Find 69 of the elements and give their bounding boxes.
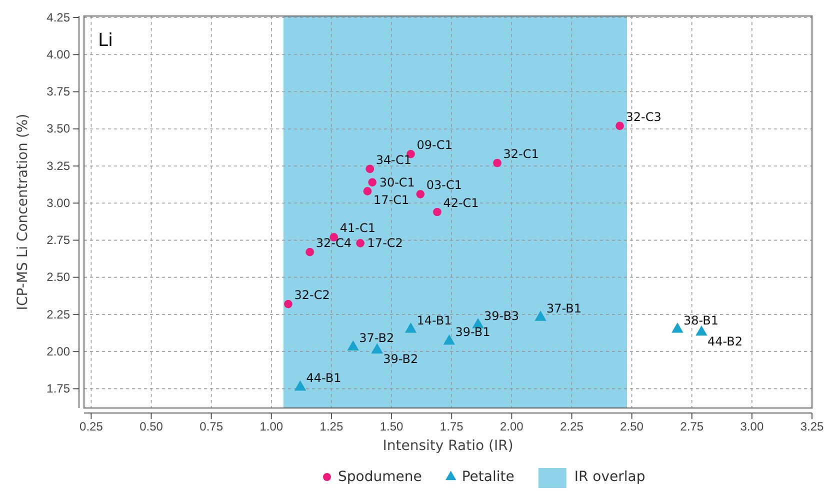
annotation: 17-C1 (374, 193, 410, 208)
x-tick-label: 1.25 (320, 420, 344, 434)
x-tick-label: 2.75 (680, 420, 704, 434)
legend-label: IR overlap (574, 469, 646, 485)
annotation: 39-B1 (455, 325, 490, 340)
y-tick-label: 2.50 (46, 270, 70, 284)
point (347, 340, 359, 351)
point (366, 164, 374, 174)
point (404, 322, 417, 333)
legend-label: Spodumene (338, 469, 422, 485)
y-axis-title: ICP-MS Li Concentration (%) (15, 114, 31, 310)
annotation: 39-B3 (484, 308, 520, 323)
x-tick-label: 3.25 (800, 420, 824, 434)
point (356, 239, 364, 248)
point (368, 178, 376, 186)
x-tick-label: 0.25 (80, 420, 104, 434)
annotation: 30-C1 (379, 175, 415, 190)
y-tick-label: 2.25 (46, 307, 70, 322)
x-axis-title: Intensity Ratio (IR) (382, 438, 514, 454)
annotation: 39-B2 (383, 352, 418, 366)
annotation: 44-B2 (707, 334, 743, 348)
annotation: 32-C3 (626, 110, 662, 124)
x-tick-label: 0.75 (200, 420, 224, 434)
annotation: 17-C2 (367, 236, 403, 250)
point (284, 300, 292, 308)
annotation: 37-B2 (359, 331, 394, 346)
point (433, 208, 442, 216)
y-tick-label: 4.25 (46, 10, 70, 24)
y-tick-label: 3.00 (46, 196, 70, 210)
x-tick-label: 2.25 (560, 420, 584, 434)
annotation: 32-C4 (316, 236, 352, 250)
annotation: 09-C1 (416, 138, 452, 152)
point (363, 187, 372, 196)
y-tick-label: 3.75 (46, 84, 70, 99)
annotation: 41-C1 (340, 221, 376, 236)
point (672, 322, 684, 333)
annotation: 42-C1 (443, 196, 479, 210)
annotation: 03-C1 (426, 178, 462, 192)
annotation: 32-C2 (294, 288, 330, 302)
x-tick-label: 3.00 (740, 420, 764, 434)
x-tick-label: 0.50 (140, 420, 164, 434)
point (616, 122, 624, 130)
y-tick-label: 3.25 (46, 158, 70, 173)
point (294, 380, 306, 391)
point (306, 248, 314, 256)
y-tick-label: 3.50 (46, 122, 70, 136)
annotation: 44-B1 (306, 371, 342, 386)
y-tick-label: 1.75 (46, 382, 70, 396)
annotation: 34-C1 (376, 152, 412, 167)
y-tick-label: 4.00 (46, 47, 70, 62)
point (493, 158, 502, 168)
annotation: 38-B1 (683, 313, 718, 328)
point (443, 334, 456, 345)
point (534, 310, 546, 321)
annotation: Li (98, 30, 114, 51)
point (696, 325, 708, 336)
x-tick-label: 2.00 (500, 420, 524, 434)
legend-label: Petalite (462, 469, 514, 485)
annotation: 32-C1 (503, 147, 539, 161)
x-tick-label: 1.50 (380, 420, 404, 434)
y-tick-label: 2.75 (46, 233, 70, 248)
y-tick-label: 2.00 (46, 344, 70, 358)
x-tick-label: 1.75 (440, 420, 464, 434)
point (371, 343, 384, 354)
annotation: 14-B1 (416, 313, 452, 328)
x-tick-label: 2.50 (620, 420, 644, 434)
point (416, 190, 425, 198)
annotation: 37-B1 (546, 301, 582, 316)
x-tick-label: 1.00 (260, 420, 284, 434)
